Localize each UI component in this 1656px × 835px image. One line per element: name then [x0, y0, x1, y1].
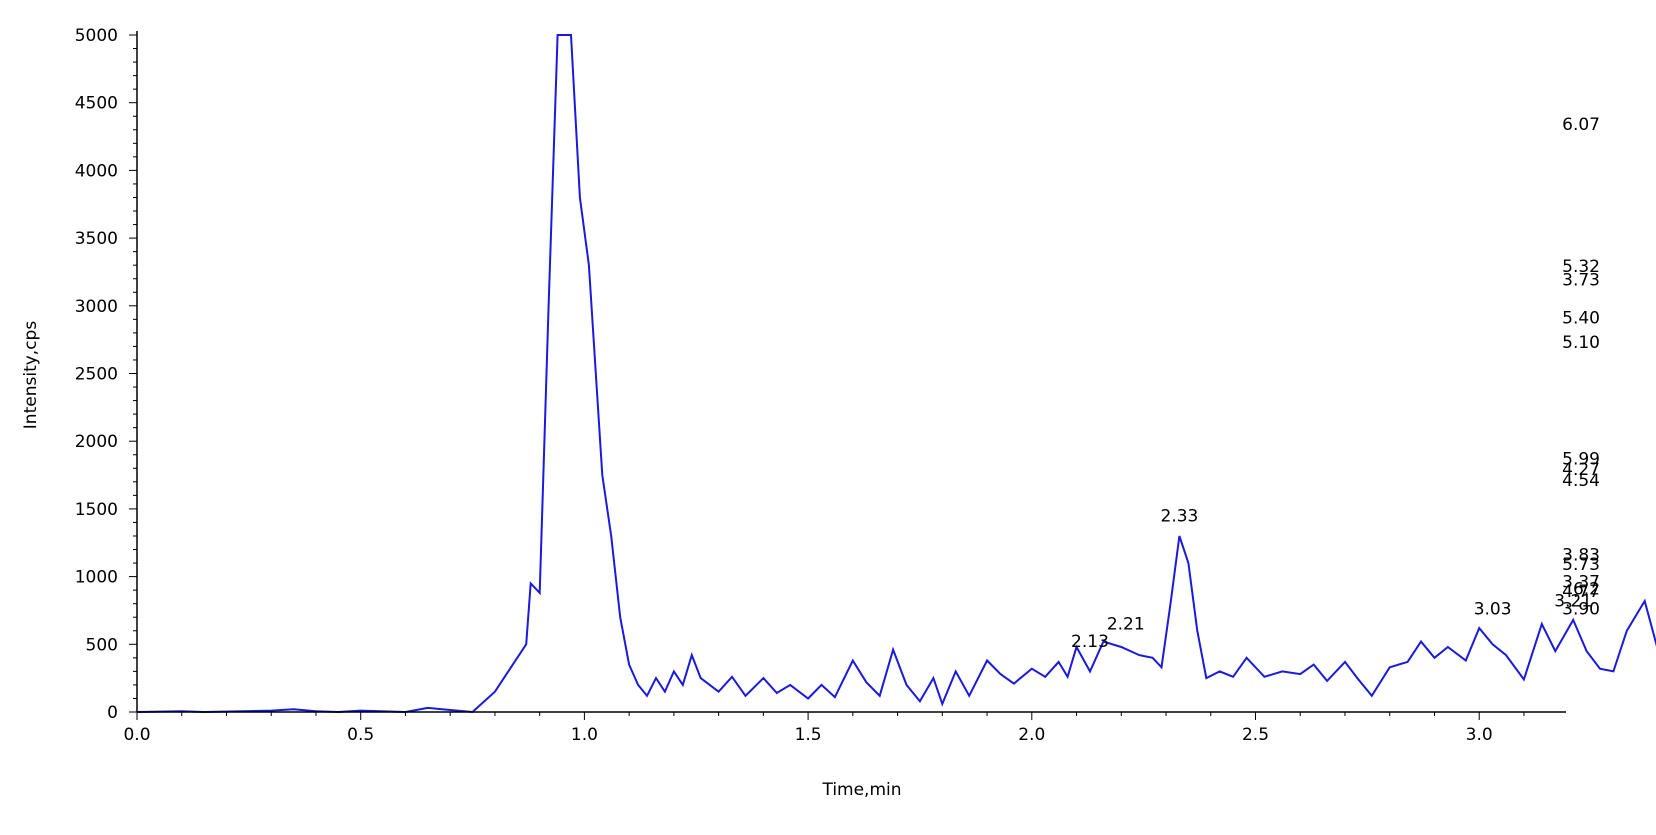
peak-label: 3.90 [1562, 600, 1600, 620]
peak-label: 6.2 [1573, 579, 1600, 599]
y-axis-ticks: 0 500 1000 1500 2000 2500 3000 3500 4000 4500 5000 [75, 26, 137, 723]
peak-label: 3.73 [1562, 271, 1600, 291]
x-tick-label: 3.0 [1466, 725, 1493, 745]
y-tick-label: 2000 [75, 432, 118, 452]
x-tick-label: 2.5 [1242, 725, 1269, 745]
y-tick-label: 4500 [75, 94, 118, 114]
x-tick-label: 1.5 [795, 725, 822, 745]
peak-label: 3.03 [1474, 600, 1512, 620]
peak-label: 4.54 [1562, 471, 1600, 491]
peak-label: 5.10 [1562, 333, 1600, 353]
x-tick-label: 2.0 [1018, 725, 1045, 745]
y-tick-label: 1500 [75, 500, 118, 520]
peak-label: 6.07 [1562, 115, 1600, 135]
intensity-trace-line [136, 34, 1656, 714]
y-tick-label: 3500 [75, 229, 118, 249]
y-tick-label: 2500 [75, 365, 118, 385]
y-tick-label: 500 [86, 635, 118, 655]
peak-label: 3.21 [1554, 592, 1592, 612]
peak-label: 5.99 [1562, 449, 1600, 469]
peak-label: 3.83 [1562, 545, 1600, 565]
peak-label: 2.33 [1161, 506, 1199, 526]
y-axis-title: Intensity,cps [21, 321, 41, 430]
peak-label: 2.13 [1071, 632, 1109, 652]
peak-label: 5.73 [1562, 555, 1600, 575]
x-tick-label: 1.0 [571, 725, 598, 745]
x-tick-label: 0.0 [123, 725, 150, 745]
x-axis-ticks: 0.00.51.01.52.02.53.03.54.04.55.05.56.0 [123, 712, 1525, 745]
peak-label: 4.77 [1562, 582, 1600, 602]
y-tick-label: 1000 [75, 568, 118, 588]
y-tick-label: 0 [107, 703, 118, 723]
peak-label: 3.37 [1562, 573, 1600, 593]
x-tick-label: 0.5 [347, 725, 374, 745]
y-tick-label: 5000 [75, 26, 118, 46]
peak-labels: 2.132.21 2.33 3.03 3.213.37 3.73 3.83 3.90 4.27… [1071, 115, 1600, 652]
x-axis-title: Time,min [821, 780, 901, 800]
peak-label: 4.27 [1562, 460, 1600, 480]
y-tick-label: 3000 [75, 297, 118, 317]
peak-label: 2.21 [1107, 615, 1145, 635]
peak-label: 5.40 [1562, 309, 1600, 329]
y-tick-label: 4000 [75, 161, 118, 181]
peak-label: 5.32 [1562, 257, 1600, 277]
